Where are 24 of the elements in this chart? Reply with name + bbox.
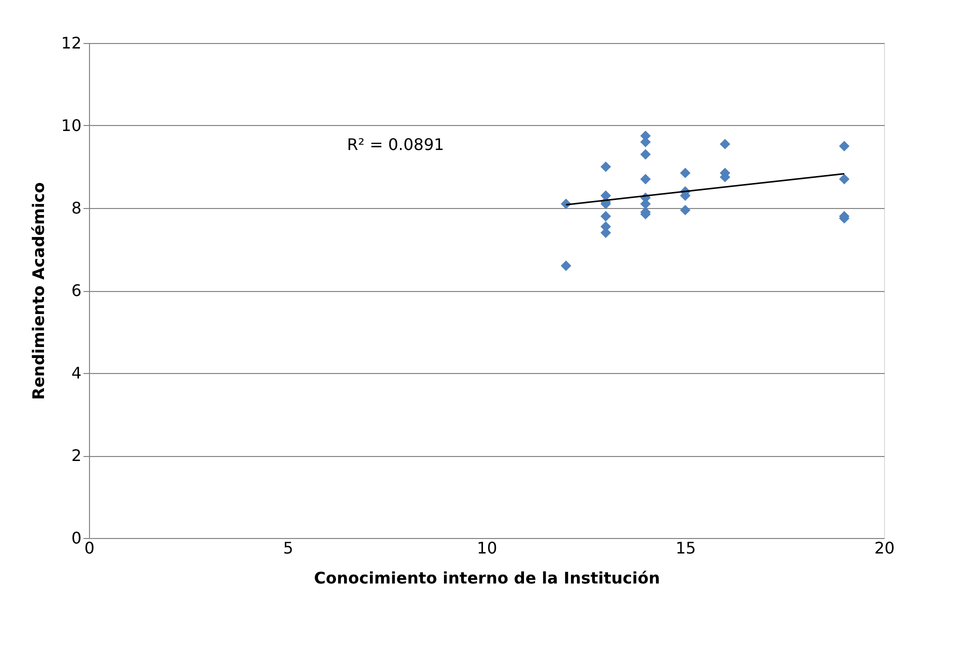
x-tick-label: 0 bbox=[84, 538, 95, 558]
y-axis-title: Rendimiento Académico bbox=[29, 182, 48, 400]
y-tick-label: 6 bbox=[71, 281, 82, 300]
point bbox=[640, 149, 651, 160]
y-tick-label: 10 bbox=[61, 116, 82, 135]
annotation: R² = 0.0891 bbox=[347, 135, 444, 154]
y-tick-label: 8 bbox=[71, 198, 82, 218]
point bbox=[600, 162, 611, 172]
x-tick-label: 15 bbox=[676, 538, 696, 558]
x-tick-label: 20 bbox=[874, 538, 895, 558]
point bbox=[680, 204, 690, 216]
point bbox=[839, 174, 850, 184]
x-axis-title: Conocimiento interno de la Institución bbox=[314, 568, 660, 588]
x-tick-label: 10 bbox=[476, 538, 498, 558]
point bbox=[839, 140, 850, 152]
point bbox=[560, 260, 572, 271]
y-tick-label: 12 bbox=[61, 34, 82, 52]
point bbox=[600, 211, 611, 222]
y-tick-label: 2 bbox=[71, 446, 82, 465]
point bbox=[720, 138, 730, 150]
y-tick-label: 4 bbox=[71, 364, 82, 382]
point bbox=[640, 174, 651, 184]
x-tick-label: 5 bbox=[283, 538, 294, 558]
point bbox=[680, 168, 690, 178]
